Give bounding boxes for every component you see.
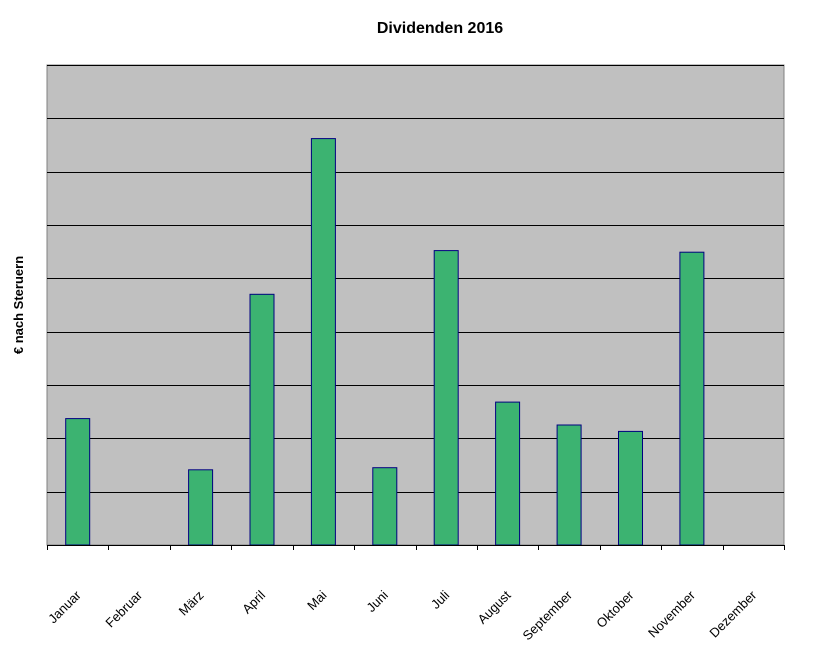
- x-tick-label-märz: März: [176, 588, 207, 619]
- bars: [65, 138, 705, 546]
- chart-title: Dividenden 2016: [377, 20, 503, 37]
- bar-januar: [65, 418, 91, 546]
- x-axis: [47, 545, 785, 550]
- x-tick-label-juni: Juni: [363, 587, 391, 615]
- x-tick-label-juli: Juli: [428, 587, 452, 611]
- gridlines: [47, 65, 784, 493]
- bar-juli: [433, 250, 459, 546]
- plot-area: [46, 64, 785, 546]
- x-tick-label-november: November: [645, 587, 698, 640]
- x-tick-label-januar: Januar: [45, 587, 84, 626]
- x-tick-label-september: September: [520, 587, 576, 643]
- bar-november: [679, 251, 705, 546]
- x-tick-label-oktober: Oktober: [593, 587, 637, 631]
- bar-august: [495, 401, 521, 546]
- x-tick-label-dezember: Dezember: [706, 587, 759, 640]
- bar-september: [556, 424, 582, 546]
- x-tick-label-august: August: [474, 587, 513, 626]
- x-tick-label-februar: Februar: [102, 587, 145, 630]
- bar-juni: [372, 467, 398, 546]
- bar-märz: [188, 469, 214, 546]
- bar-april: [249, 293, 275, 546]
- x-tick-label-mai: Mai: [304, 587, 329, 612]
- bar-oktober: [618, 430, 643, 546]
- bar-mai: [310, 138, 336, 546]
- x-tick-labels: Januar Februar März April Mai Juni Juli August S…: [45, 587, 760, 643]
- x-tick-label-april: April: [239, 587, 268, 616]
- y-axis-label: € nach Steruern: [11, 256, 26, 354]
